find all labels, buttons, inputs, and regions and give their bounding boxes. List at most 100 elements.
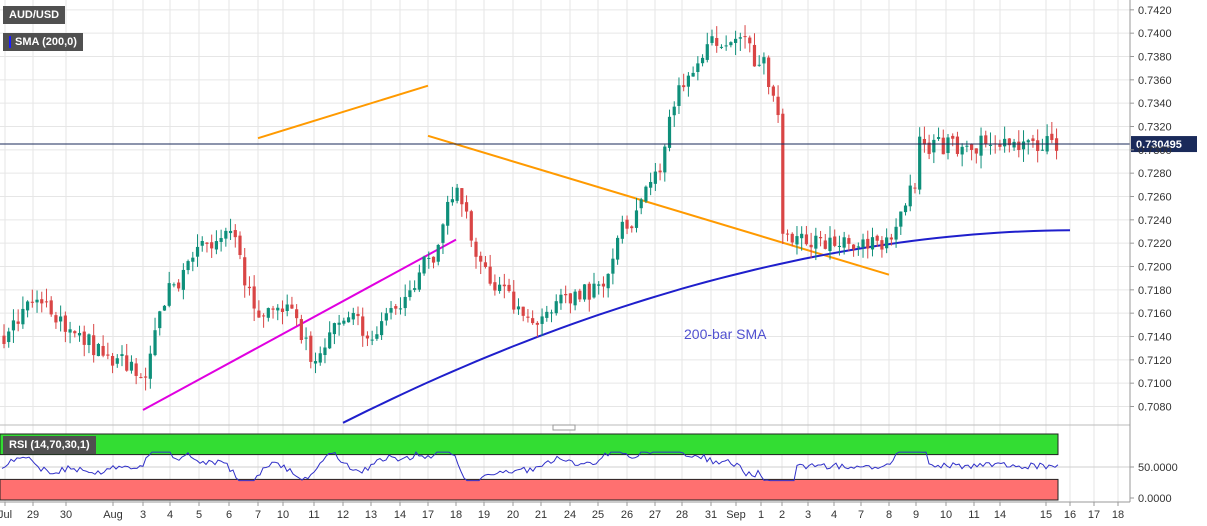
candle xyxy=(653,163,657,191)
candle xyxy=(658,163,662,181)
candle xyxy=(1012,138,1016,151)
candle-body xyxy=(346,317,351,323)
candle-body xyxy=(1031,138,1035,142)
candle-body xyxy=(705,44,709,60)
candle-body xyxy=(299,319,303,340)
chart-overlay: 0.730495 200-bar SMA xyxy=(0,136,1197,342)
candle xyxy=(833,229,837,248)
candle xyxy=(540,308,544,336)
candle-body xyxy=(474,241,478,257)
candle-body xyxy=(144,376,148,378)
candle-body xyxy=(960,146,964,155)
candle xyxy=(828,226,832,260)
candle xyxy=(44,288,49,308)
candle xyxy=(181,263,185,300)
candle xyxy=(767,55,771,95)
candle-body xyxy=(73,331,77,334)
candle xyxy=(639,197,643,215)
candle-body xyxy=(592,283,596,298)
candle xyxy=(918,127,922,195)
candle xyxy=(262,313,266,328)
candle-body xyxy=(120,354,124,356)
candle-body xyxy=(880,240,884,250)
candle xyxy=(290,296,294,309)
candle-body xyxy=(295,309,299,319)
candle-body xyxy=(767,57,771,88)
candle-body xyxy=(833,236,837,246)
candle-body xyxy=(974,148,978,154)
candle-body xyxy=(908,185,912,207)
candle xyxy=(446,195,450,235)
candle-body xyxy=(54,315,58,323)
rsi-legend-text: RSI (14,70,30,1) xyxy=(9,439,90,451)
candle xyxy=(502,273,506,299)
candle xyxy=(479,251,483,275)
rsi-legend: RSI (14,70,30,1) xyxy=(3,436,96,454)
candle-body xyxy=(262,315,266,317)
candle-body xyxy=(587,283,591,300)
candle-body xyxy=(375,334,379,339)
candle-body xyxy=(243,257,247,286)
candle-body xyxy=(606,273,610,289)
candle-body xyxy=(181,269,185,290)
candle-body xyxy=(738,37,742,39)
x-tick-label: 14 xyxy=(394,509,406,521)
candle-body xyxy=(847,238,851,244)
candle xyxy=(460,188,464,217)
candle xyxy=(134,358,138,385)
candle xyxy=(852,244,856,257)
candle xyxy=(927,134,931,160)
candle xyxy=(837,235,842,256)
candle-body xyxy=(431,256,436,263)
candle xyxy=(1050,121,1054,144)
x-tick-label: 4 xyxy=(167,509,173,521)
candle-body xyxy=(582,284,587,300)
candle xyxy=(507,278,511,293)
candle-body xyxy=(337,322,341,325)
last-price-text: 0.730495 xyxy=(1136,139,1182,151)
candle xyxy=(380,312,384,340)
candle xyxy=(549,309,554,323)
candle xyxy=(785,229,790,242)
candle xyxy=(634,197,639,233)
candle-body xyxy=(795,236,799,245)
candle-body xyxy=(686,75,690,87)
x-tick-label: 7 xyxy=(255,509,261,521)
candle xyxy=(82,325,86,357)
candle xyxy=(493,274,497,296)
candle xyxy=(304,327,308,351)
candle xyxy=(677,77,681,115)
candle xyxy=(63,311,67,343)
candle xyxy=(422,255,426,276)
candle xyxy=(875,234,879,247)
candle-body xyxy=(1040,149,1044,151)
candle xyxy=(521,306,525,322)
candle xyxy=(573,289,577,311)
candle xyxy=(531,310,535,325)
candle-body xyxy=(7,331,11,343)
candle-body xyxy=(49,300,53,315)
candle xyxy=(318,346,322,366)
candle xyxy=(68,321,72,344)
x-tick-label: 17 xyxy=(422,509,434,521)
candle-body xyxy=(979,135,983,156)
x-tick-label: 8 xyxy=(886,509,892,521)
candle xyxy=(913,182,917,194)
candle-body xyxy=(172,284,176,286)
candle-body xyxy=(134,363,138,376)
candle xyxy=(743,25,747,49)
candle xyxy=(922,126,926,153)
candle-body xyxy=(92,335,96,356)
x-tick-label: 12 xyxy=(337,509,349,521)
candle xyxy=(903,203,908,216)
candle-body xyxy=(129,361,134,371)
candle xyxy=(516,298,521,315)
candle-body xyxy=(238,235,242,256)
y-tick-label: 0.7280 xyxy=(1138,168,1172,180)
candle xyxy=(417,264,421,292)
candle-body xyxy=(87,334,91,346)
candle xyxy=(724,35,728,51)
candle xyxy=(177,279,181,292)
candle-body xyxy=(233,230,237,238)
candle-body xyxy=(762,57,766,64)
